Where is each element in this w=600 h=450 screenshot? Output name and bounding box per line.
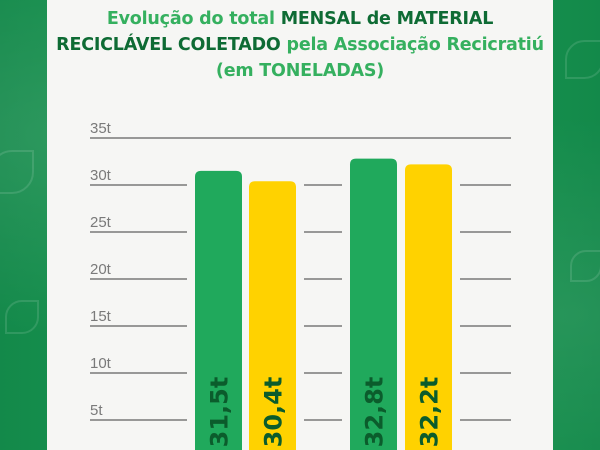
y-tick-label: 20t [90,261,112,278]
leaf-decoration-right-2 [570,250,600,282]
bar-value-label: 32,2t [416,377,444,448]
chart-title: Evolução do total MENSAL de MATERIAL REC… [47,6,553,84]
bar [249,181,296,450]
leaf-decoration-left-2 [5,300,39,334]
bar-chart: 5t 10t 15t 20t 25t 30t 35t 31,5t 30,4t 32,8t 32,2t [90,120,511,450]
title-part-1: Evolução do total [106,9,281,29]
title-part-3: pela Associação Recicratiú (em TONELADAS… [215,35,544,81]
bar-value-label: 31,5t [206,377,234,448]
y-tick-label: 30t [90,167,112,184]
bar [195,170,242,450]
leaf-decoration-right [565,40,600,79]
y-tick-label: 5t [90,402,103,419]
bar-value-label: 32,8t [361,377,389,448]
y-tick-label: 25t [90,214,112,231]
bar [405,164,452,450]
y-tick-label: 35t [90,120,112,137]
y-tick-label: 10t [90,355,112,372]
bar-value-label: 30,4t [260,377,288,448]
bar [350,158,397,450]
title-part-2: MENSAL de MATERIAL RECICLÁVEL COLETADO [56,9,494,55]
y-tick-label: 15t [90,308,112,325]
leaf-decoration-left [0,150,34,194]
chart-card: Evolução do total MENSAL de MATERIAL REC… [47,0,553,450]
